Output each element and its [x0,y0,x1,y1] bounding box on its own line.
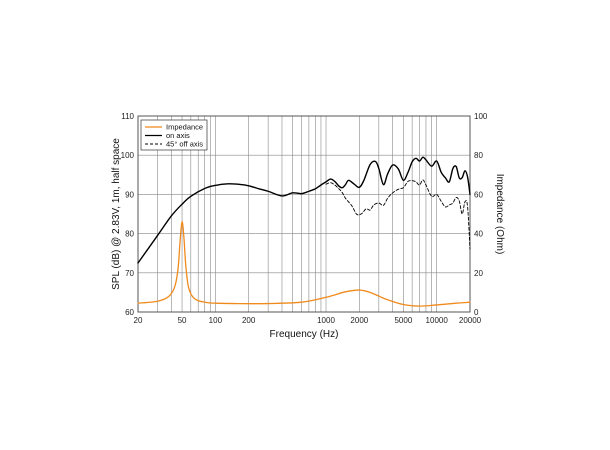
series-lines [137,156,471,307]
x-tick-label: 50 [178,316,187,325]
impedance-line [137,221,471,307]
y-left-tick-label: 70 [125,269,134,278]
on-axis-line [137,156,471,264]
x-tick-label: 1000 [317,316,335,325]
x-tick-label: 5000 [394,316,412,325]
x-tick-label: 2000 [350,316,368,325]
y-left-tick-label: 80 [125,230,134,239]
y-right-tick-label: 60 [474,190,483,199]
x-tick-label: 20 [134,316,143,325]
y-right-tick-label: 0 [474,308,479,317]
y-right-tick-label: 20 [474,269,483,278]
y-right-tick-label: 80 [474,151,483,160]
y-left-tick-label: 110 [121,112,134,121]
y-left-tick-label: 90 [125,190,134,199]
legend-label-impedance: Impedance [166,123,203,132]
y-axis-left-title: SPL (dB) @ 2.83V, 1m, half space [111,138,122,290]
off-axis-line [325,179,471,250]
legend-label-on-axis: on axis [166,131,190,140]
x-tick-label: 200 [242,316,256,325]
x-axis-title: Frequency (Hz) [270,329,339,340]
x-tick-label: 10000 [426,316,449,325]
y-right-tick-label: 100 [474,112,488,121]
plot-frame [137,115,471,313]
legend: Impedance on axis 45° off axis [140,119,208,151]
ticks: 20 50 100 200 1000 2000 5000 10000 2000060708090… [121,112,488,325]
y-left-tick-label: 60 [125,308,134,317]
x-tick-label: 100 [209,316,223,325]
legend-label-off-axis: 45° off axis [166,140,203,149]
x-tick-label: 20000 [459,316,482,325]
y-axis-right-title: Impedance (Ohm) [494,174,505,255]
y-left-tick-label: 100 [121,151,135,160]
y-right-tick-label: 40 [474,230,483,239]
